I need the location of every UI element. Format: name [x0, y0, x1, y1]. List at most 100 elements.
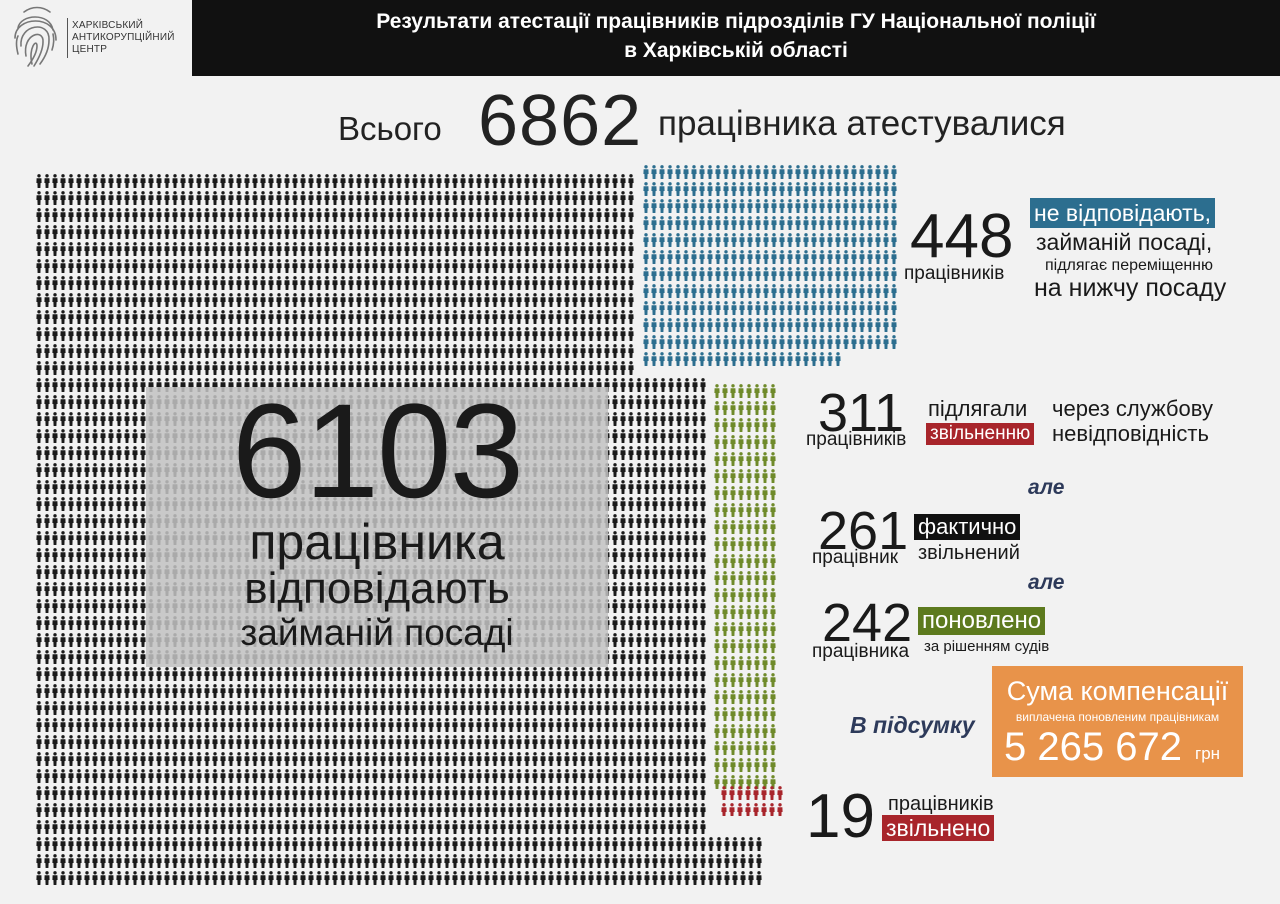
person-icon	[556, 310, 562, 324]
person-icon	[532, 327, 538, 341]
person-icon	[428, 191, 434, 205]
person-icon	[676, 480, 682, 494]
person-icon	[428, 310, 434, 324]
person-icon	[212, 786, 218, 800]
person-icon	[476, 718, 482, 732]
person-icon	[116, 310, 122, 324]
person-icon	[596, 225, 602, 239]
person-icon	[148, 837, 154, 851]
person-icon	[532, 701, 538, 715]
person-icon	[228, 786, 234, 800]
person-icon	[108, 871, 114, 885]
person-icon	[644, 803, 650, 817]
person-icon	[580, 786, 586, 800]
person-icon	[779, 233, 785, 247]
person-icon	[883, 216, 889, 230]
person-icon	[300, 718, 306, 732]
person-icon	[746, 452, 752, 466]
person-icon	[835, 199, 841, 213]
person-icon	[819, 318, 825, 332]
person-icon	[795, 165, 801, 179]
person-icon	[140, 548, 146, 562]
person-icon	[412, 293, 418, 307]
person-icon	[620, 259, 626, 273]
person-icon	[524, 667, 530, 681]
person-icon	[652, 548, 658, 562]
person-icon	[132, 276, 138, 290]
person-icon	[60, 225, 66, 239]
person-icon	[100, 480, 106, 494]
person-icon	[108, 463, 114, 477]
person-icon	[124, 565, 130, 579]
person-icon	[108, 191, 114, 205]
person-icon	[564, 276, 570, 290]
person-icon	[620, 871, 626, 885]
person-icon	[652, 531, 658, 545]
person-icon	[716, 871, 722, 885]
person-icon	[628, 344, 634, 358]
person-icon	[492, 225, 498, 239]
person-icon	[628, 735, 634, 749]
person-icon	[699, 199, 705, 213]
person-icon	[875, 165, 881, 179]
person-icon	[652, 735, 658, 749]
person-icon	[92, 293, 98, 307]
person-icon	[700, 650, 706, 664]
person-icon	[770, 588, 776, 602]
person-icon	[164, 310, 170, 324]
logo-text: ХАРКІВСЬКИЙ АНТИКОРУПЦІЙНИЙ ЦЕНТР	[72, 20, 175, 56]
person-icon	[268, 735, 274, 749]
person-icon	[100, 752, 106, 766]
person-icon	[620, 514, 626, 528]
person-icon	[738, 520, 744, 534]
person-icon	[580, 820, 586, 834]
person-icon	[588, 259, 594, 273]
person-icon	[738, 537, 744, 551]
person-icon	[36, 803, 42, 817]
person-icon	[220, 259, 226, 273]
person-icon	[324, 191, 330, 205]
person-icon	[100, 293, 106, 307]
person-icon	[500, 752, 506, 766]
person-icon	[140, 514, 146, 528]
person-icon	[644, 786, 650, 800]
person-icon	[636, 650, 642, 664]
person-icon	[770, 486, 776, 500]
person-icon	[284, 225, 290, 239]
person-icon	[722, 469, 728, 483]
person-icon	[843, 233, 849, 247]
person-icon	[628, 259, 634, 273]
person-icon	[148, 718, 154, 732]
person-icon	[524, 208, 530, 222]
person-icon	[116, 650, 122, 664]
person-icon	[412, 786, 418, 800]
person-icon	[340, 752, 346, 766]
person-icon	[372, 786, 378, 800]
person-icon	[92, 395, 98, 409]
person-icon	[762, 639, 768, 653]
person-icon	[668, 497, 674, 511]
person-icon	[668, 633, 674, 647]
person-icon	[340, 803, 346, 817]
person-icon	[212, 803, 218, 817]
person-icon	[60, 531, 66, 545]
person-icon	[492, 718, 498, 732]
person-icon	[684, 803, 690, 817]
person-icon	[652, 684, 658, 698]
person-icon	[380, 242, 386, 256]
person-icon	[572, 174, 578, 188]
person-icon	[468, 276, 474, 290]
person-icon	[220, 854, 226, 868]
person-icon	[36, 310, 42, 324]
person-icon	[340, 361, 346, 375]
person-icon	[762, 605, 768, 619]
person-icon	[596, 701, 602, 715]
person-icon	[148, 327, 154, 341]
person-icon	[340, 820, 346, 834]
person-icon	[68, 514, 74, 528]
person-icon	[692, 599, 698, 613]
person-icon	[340, 684, 346, 698]
person-icon	[747, 284, 753, 298]
person-icon	[628, 514, 634, 528]
person-icon	[140, 854, 146, 868]
